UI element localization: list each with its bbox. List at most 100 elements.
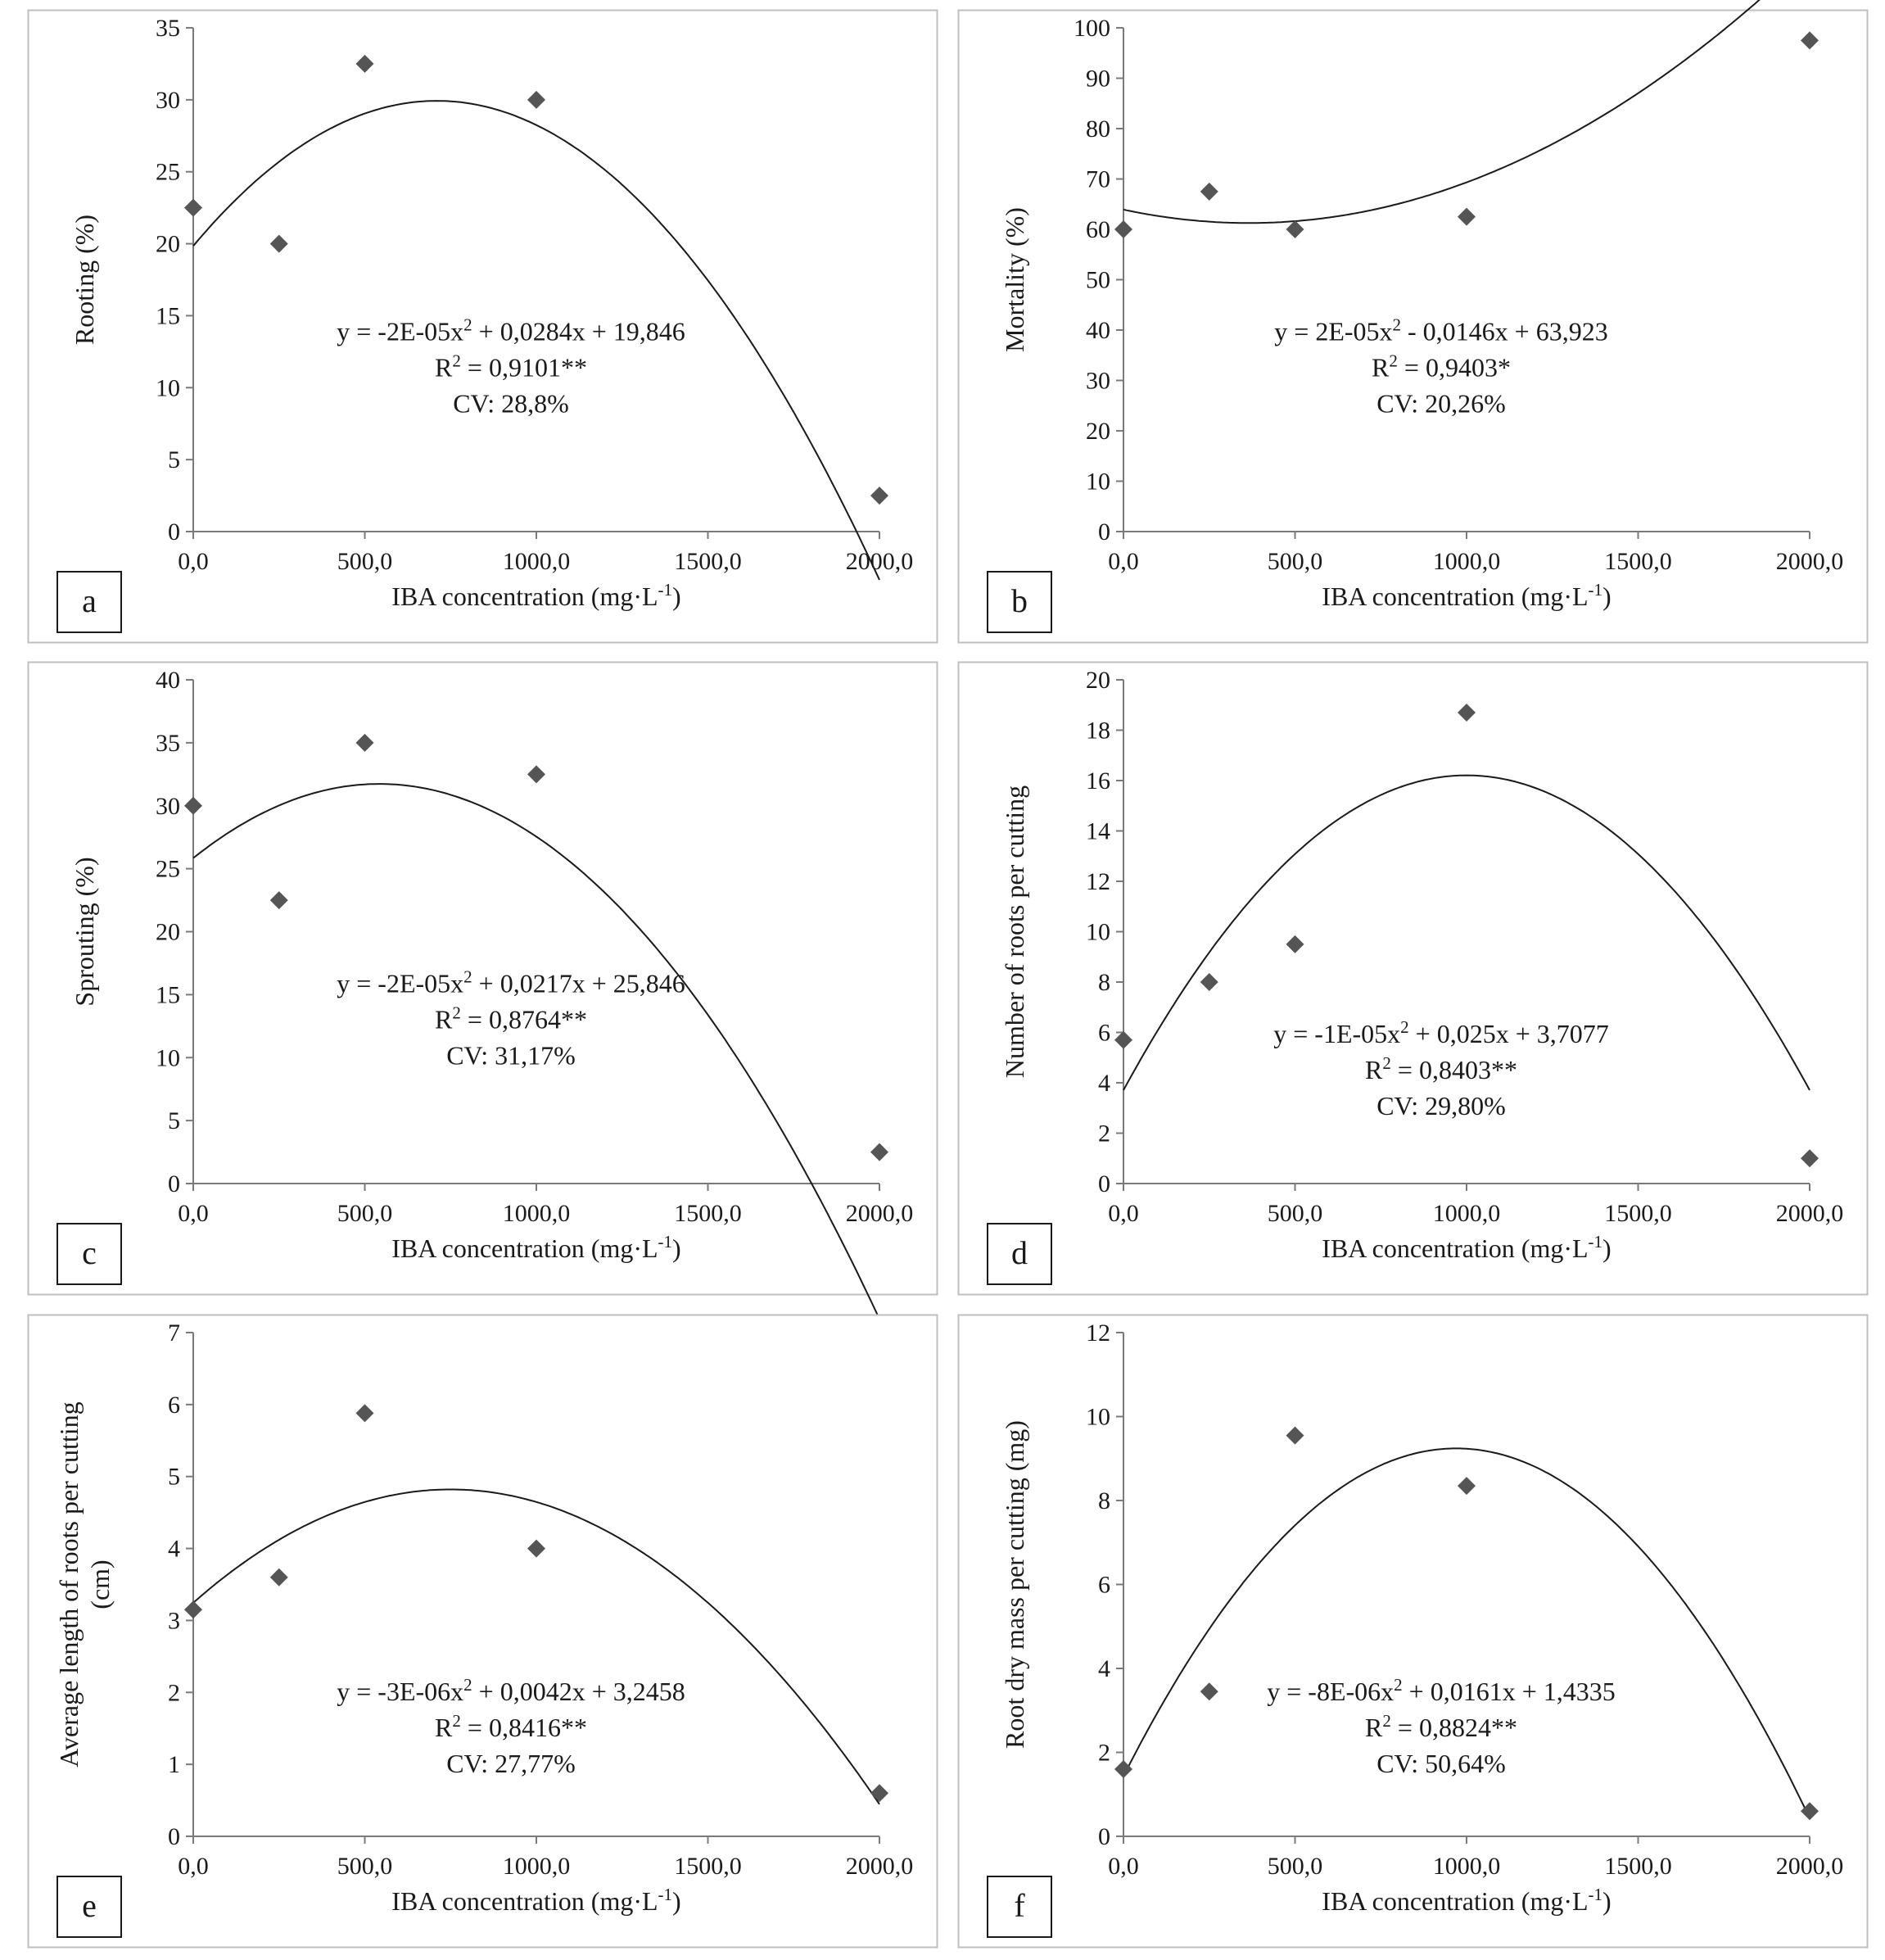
y-tick-label: 30 [1086, 368, 1110, 395]
cv-text: CV: 50,64% [1376, 1749, 1506, 1778]
x-axis-title: IBA concentration (mg·L-1) [1322, 1885, 1611, 1916]
r-squared-text: R2 = 0,9403* [1372, 351, 1511, 382]
x-tick-label: 2000,0 [1776, 1853, 1844, 1880]
y-tick-label: 6 [1098, 1572, 1110, 1599]
data-point [1286, 220, 1304, 238]
y-tick-label: 5 [168, 1107, 180, 1134]
y-tick-label: 30 [156, 87, 180, 114]
panel-frame [957, 1314, 1869, 1949]
y-tick-label: 0 [1098, 518, 1110, 545]
y-tick-label: 25 [156, 159, 180, 186]
y-tick-label: 40 [156, 667, 180, 694]
equation-text: y = -2E-05x2 + 0,0217x + 25,846 [337, 966, 685, 998]
data-point [870, 487, 888, 505]
panel-frame [957, 661, 1869, 1296]
y-axis-title: (cm) [85, 1559, 115, 1609]
r-squared-text: R2 = 0,8416** [435, 1711, 587, 1742]
x-axis-title: IBA concentration (mg·L-1) [391, 580, 680, 611]
x-tick-label: 0,0 [1108, 1200, 1139, 1227]
panel-label-box [57, 1223, 122, 1285]
data-point [269, 891, 288, 910]
r-squared-text: R2 = 0,8824** [1365, 1711, 1517, 1742]
data-point [1114, 1030, 1132, 1049]
chart-panel-d: 0 2 4 6 8 10 12 14 16 18 20 0,0 500,0 1000,0 1500,0 200… [957, 661, 1869, 1296]
data-point [355, 1404, 374, 1423]
y-tick-label: 40 [1086, 317, 1110, 344]
trend-line [1123, 774, 1810, 1091]
y-tick-label: 20 [156, 231, 180, 258]
panel-label: d [1011, 1234, 1028, 1271]
cv-text: CV: 28,8% [453, 388, 569, 418]
y-tick-label: 18 [1086, 717, 1110, 745]
y-tick-label: 7 [168, 1319, 180, 1347]
trend-line [1123, 0, 1761, 224]
y-tick-label: 20 [1086, 418, 1110, 445]
panel-label-box [57, 571, 122, 633]
y-tick-label: 4 [1098, 1655, 1110, 1682]
equation-text: y = 2E-05x2 - 0,0146x + 63,923 [1274, 315, 1607, 346]
x-axis-title: IBA concentration (mg·L-1) [1322, 1232, 1611, 1263]
x-tick-label: 1000,0 [503, 1200, 571, 1227]
y-tick-label: 100 [1074, 15, 1110, 42]
panel-frame [27, 661, 938, 1296]
data-point [269, 1568, 288, 1587]
x-tick-label: 1500,0 [674, 1853, 742, 1880]
x-tick-label: 0,0 [1108, 548, 1139, 575]
y-tick-label: 0 [1098, 1170, 1110, 1197]
x-tick-label: 2000,0 [846, 1853, 914, 1880]
y-tick-label: 25 [156, 856, 180, 883]
chart-panel-f: 0 2 4 6 8 10 12 0,0 500,0 1000,0 1500,0 2000,0 IBA c… [957, 1314, 1869, 1949]
x-tick-label: 0,0 [178, 548, 209, 575]
data-point [269, 234, 288, 253]
panel-label: c [82, 1234, 97, 1271]
panel-label-box [987, 571, 1052, 633]
y-tick-label: 10 [156, 374, 180, 401]
y-tick-label: 4 [1098, 1070, 1110, 1097]
data-point [184, 198, 202, 217]
y-tick-label: 12 [1086, 868, 1110, 895]
data-point [527, 90, 545, 109]
chart-panel-e: 0 1 2 3 4 5 6 7 0,0 500,0 1000,0 1500,0 2000,0 IBA co… [27, 1314, 938, 1949]
x-tick-label: 2000,0 [1776, 1200, 1844, 1227]
y-tick-label: 0 [168, 1823, 180, 1850]
panel-label: f [1014, 1887, 1025, 1924]
chart-panel-c: 0 5 10 15 20 25 30 35 40 0,0 500,0 1000,0 1500,0 2000… [27, 661, 938, 1319]
y-axis-title: Rooting (%) [70, 215, 99, 345]
y-tick-label: 1 [168, 1751, 180, 1778]
y-tick-label: 10 [1086, 468, 1110, 496]
y-tick-label: 15 [156, 302, 180, 329]
data-point [527, 1539, 545, 1558]
data-point [1200, 973, 1218, 991]
data-point [527, 765, 545, 784]
x-tick-label: 1000,0 [503, 1853, 571, 1880]
x-tick-label: 0,0 [178, 1200, 209, 1227]
y-tick-label: 0 [1098, 1823, 1110, 1850]
panel-label-box [987, 1876, 1052, 1938]
x-tick-label: 1000,0 [1433, 1853, 1501, 1880]
y-tick-label: 35 [156, 730, 180, 757]
y-tick-label: 2 [1098, 1740, 1110, 1767]
panel-label: a [82, 582, 97, 619]
x-tick-label: 500,0 [1268, 1200, 1323, 1227]
trend-line [192, 100, 880, 581]
panel-frame [957, 9, 1869, 644]
data-point [184, 796, 202, 815]
y-axis-title: Number of roots per cutting [1000, 785, 1029, 1078]
x-tick-label: 2000,0 [1776, 548, 1844, 575]
y-axis-title: Average length of roots per cutting [54, 1401, 84, 1767]
cv-text: CV: 29,80% [1376, 1091, 1506, 1120]
y-tick-label: 15 [156, 981, 180, 1008]
y-axis-title: Root dry mass per cutting (mg) [1000, 1420, 1029, 1749]
y-tick-label: 8 [1098, 1487, 1110, 1514]
y-tick-label: 10 [156, 1044, 180, 1071]
panel-frame [27, 1314, 938, 1949]
trend-line [192, 783, 880, 1319]
x-tick-label: 1500,0 [674, 1200, 742, 1227]
y-tick-label: 16 [1086, 767, 1110, 794]
y-tick-label: 5 [168, 446, 180, 473]
data-point [1286, 935, 1304, 953]
x-tick-label: 500,0 [337, 1200, 393, 1227]
x-tick-label: 500,0 [1268, 548, 1323, 575]
y-tick-label: 6 [1098, 1020, 1110, 1047]
